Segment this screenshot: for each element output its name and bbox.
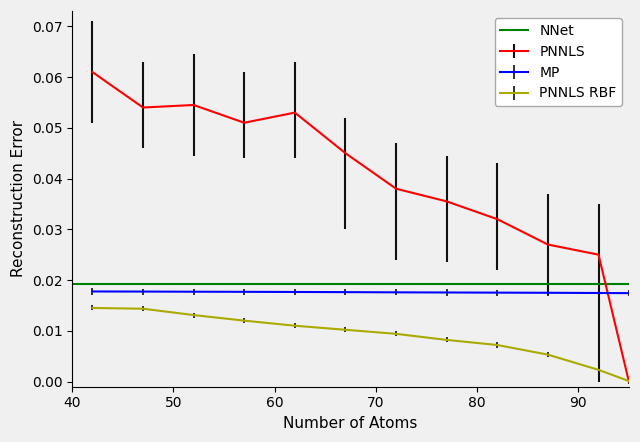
X-axis label: Number of Atoms: Number of Atoms	[284, 416, 418, 431]
Legend: NNet, PNNLS, MP, PNNLS RBF: NNet, PNNLS, MP, PNNLS RBF	[495, 18, 622, 106]
Y-axis label: Reconstruction Error: Reconstruction Error	[11, 120, 26, 278]
